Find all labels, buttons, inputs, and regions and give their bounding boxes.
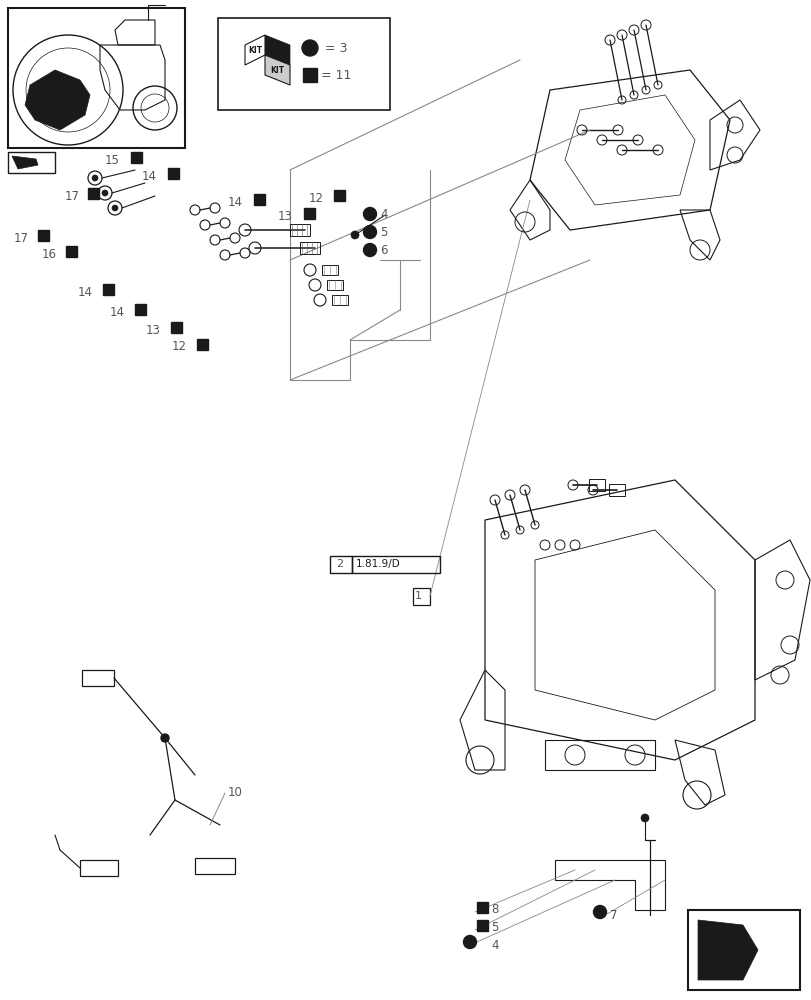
Text: 15: 15 — [105, 154, 120, 167]
Polygon shape — [264, 35, 290, 65]
Polygon shape — [697, 920, 757, 980]
Bar — [329, 556, 351, 573]
Text: 6: 6 — [380, 243, 387, 256]
Circle shape — [363, 208, 376, 221]
Bar — [476, 920, 487, 931]
Bar — [38, 230, 49, 241]
Bar — [476, 902, 487, 913]
Text: 13: 13 — [146, 324, 161, 336]
Text: 14: 14 — [142, 170, 157, 183]
Bar — [103, 284, 114, 295]
Bar — [80, 860, 118, 876]
Polygon shape — [245, 35, 264, 65]
Circle shape — [640, 814, 648, 822]
Bar — [351, 556, 440, 573]
Bar — [608, 484, 624, 496]
Text: = 3: = 3 — [324, 42, 347, 55]
Text: 1.81.9/D: 1.81.9/D — [355, 559, 401, 569]
Text: 4: 4 — [380, 208, 387, 221]
Circle shape — [363, 243, 376, 256]
Bar — [135, 304, 146, 315]
Bar — [303, 68, 316, 82]
Text: 8: 8 — [491, 903, 498, 916]
Text: KIT: KIT — [269, 66, 284, 75]
Circle shape — [112, 205, 118, 211]
Polygon shape — [25, 70, 90, 130]
Text: 2: 2 — [336, 559, 343, 569]
Polygon shape — [12, 156, 38, 169]
Circle shape — [363, 226, 376, 238]
Text: 17: 17 — [14, 232, 29, 244]
Text: 17: 17 — [65, 190, 80, 202]
Bar — [195, 858, 234, 874]
Text: 5: 5 — [380, 226, 387, 238]
Circle shape — [463, 935, 476, 948]
Text: 7: 7 — [609, 909, 616, 922]
Bar — [197, 339, 208, 350]
Bar — [82, 670, 114, 686]
Text: 14: 14 — [78, 286, 93, 298]
Text: 1: 1 — [414, 591, 422, 601]
Bar — [168, 168, 178, 179]
Bar — [88, 188, 99, 199]
Bar — [217, 18, 389, 110]
Bar — [8, 8, 185, 148]
Text: 12: 12 — [172, 340, 187, 354]
Bar — [687, 910, 799, 990]
Text: 16: 16 — [42, 247, 57, 260]
Text: KIT: KIT — [247, 46, 262, 55]
Bar — [131, 152, 142, 163]
Bar — [299, 242, 320, 254]
Text: 12: 12 — [309, 192, 324, 205]
Circle shape — [102, 190, 108, 196]
Bar — [333, 190, 345, 201]
Bar — [588, 479, 604, 491]
Bar — [327, 280, 342, 290]
Bar — [8, 152, 55, 173]
Bar — [303, 208, 315, 219]
Text: 4: 4 — [491, 939, 498, 952]
Text: 14: 14 — [109, 306, 125, 318]
Text: = 11: = 11 — [320, 69, 351, 82]
Bar — [254, 194, 264, 205]
Bar — [66, 246, 77, 257]
Text: 13: 13 — [277, 210, 293, 223]
Bar — [332, 295, 348, 305]
Circle shape — [302, 40, 318, 56]
Bar — [171, 322, 182, 333]
Bar — [413, 588, 430, 605]
Text: 14: 14 — [228, 196, 242, 209]
Bar — [322, 265, 337, 275]
Text: 5: 5 — [491, 921, 498, 934]
Polygon shape — [264, 55, 290, 85]
Circle shape — [350, 231, 358, 239]
Text: 10: 10 — [228, 786, 242, 799]
Circle shape — [161, 734, 169, 742]
Circle shape — [92, 175, 98, 181]
Circle shape — [593, 905, 606, 918]
Bar — [290, 224, 310, 236]
